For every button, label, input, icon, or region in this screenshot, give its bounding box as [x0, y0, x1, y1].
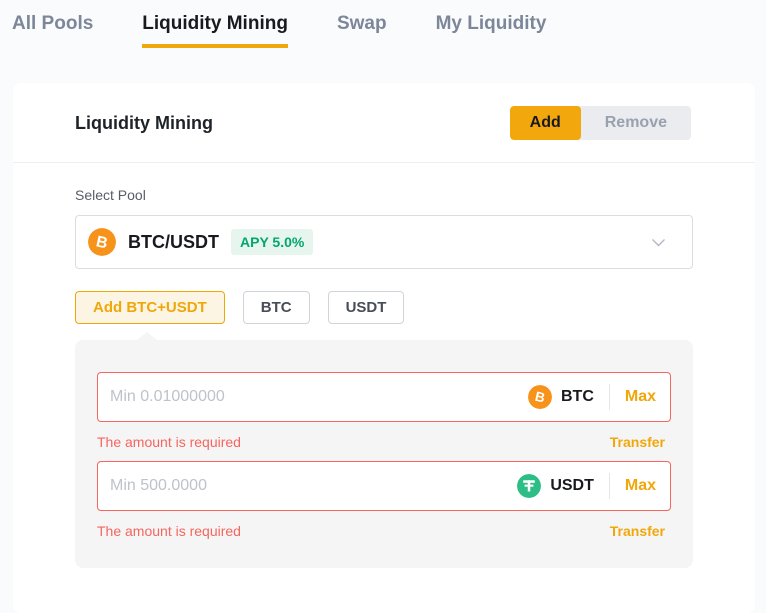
btc-icon: B — [527, 385, 552, 409]
tab-all-pools[interactable]: All Pools — [12, 13, 94, 34]
tab-liquidity-mining[interactable]: Liquidity Mining — [142, 13, 288, 48]
usdt-token-label: USDT — [550, 477, 594, 494]
btc-amount-field: B BTC Max — [97, 372, 671, 422]
btc-token-tag: B BTC — [527, 385, 594, 409]
usdt-max-button[interactable]: Max — [624, 477, 656, 494]
asset-tabs: Add BTC+USDT BTC USDT — [75, 291, 693, 324]
select-pool-label: Select Pool — [75, 187, 146, 203]
card-header: Liquidity Mining Add Remove — [13, 83, 755, 163]
tab-swap[interactable]: Swap — [336, 13, 387, 34]
tab-add-btc-usdt[interactable]: Add BTC+USDT — [75, 291, 225, 324]
usdt-error-text: The amount is required — [97, 522, 241, 539]
btc-max-button[interactable]: Max — [624, 388, 656, 405]
btc-meta-row: The amount is required Transfer — [97, 433, 665, 450]
tab-btc[interactable]: BTC — [242, 291, 310, 324]
tab-my-liquidity[interactable]: My Liquidity — [435, 13, 547, 34]
usdt-meta-row: The amount is required Transfer — [97, 522, 665, 539]
remove-mode-button[interactable]: Remove — [604, 114, 667, 131]
btc-token-label: BTC — [560, 388, 594, 405]
usdt-token-tag: USDT — [517, 474, 594, 498]
page-title: Liquidity Mining — [75, 112, 213, 133]
usdt-amount-input[interactable] — [110, 477, 518, 495]
svg-text:B: B — [94, 233, 109, 252]
divider — [608, 384, 610, 410]
usdt-amount-field: USDT Max — [97, 461, 671, 511]
add-mode-button[interactable]: Add — [509, 106, 581, 140]
tab-usdt[interactable]: USDT — [327, 291, 405, 324]
btc-transfer-link[interactable]: Transfer — [609, 433, 665, 450]
usdt-icon — [517, 474, 542, 498]
pool-pair-label: BTC/USDT — [128, 231, 219, 252]
top-nav: All Pools Liquidity Mining Swap My Liqui… — [0, 0, 766, 48]
card-body: Select Pool B BTC/USDT APY 5.0% Add BTC+… — [13, 163, 755, 568]
chevron-down-icon — [651, 238, 666, 247]
usdt-transfer-link[interactable]: Transfer — [609, 522, 665, 539]
add-remove-toggle: Add Remove — [509, 106, 691, 140]
liquidity-mining-card: Liquidity Mining Add Remove Select Pool … — [13, 83, 755, 613]
pool-select-dropdown[interactable]: B BTC/USDT APY 5.0% — [75, 215, 693, 269]
btc-icon: B — [88, 228, 116, 256]
amount-panel: B BTC Max The amount is required Transfe… — [75, 332, 693, 568]
apy-badge: APY 5.0% — [231, 229, 314, 255]
divider — [608, 473, 610, 499]
btc-amount-input[interactable] — [110, 388, 528, 406]
svg-text:B: B — [534, 389, 547, 406]
btc-error-text: The amount is required — [97, 433, 241, 450]
